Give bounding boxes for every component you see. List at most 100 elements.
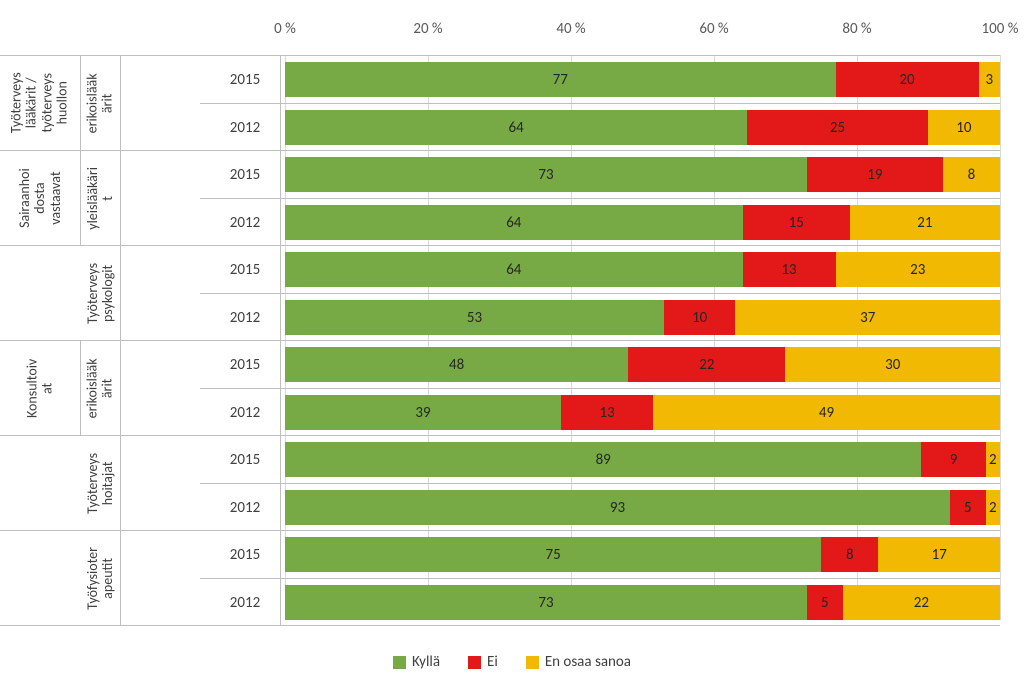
group-label: erikoislääkärit (80, 341, 121, 435)
year-row: 2015641323 (200, 246, 1000, 293)
group-label-text: yleislääkärit (85, 167, 116, 230)
row-separator (280, 436, 281, 483)
year-rows: 20156413232012531037 (200, 246, 1000, 341)
group-label: Työterveyshoitajat (80, 436, 121, 530)
x-axis-label: 60 % (699, 20, 728, 38)
year-row: 2015482230 (200, 341, 1000, 388)
bar-segment-ei: 13 (561, 395, 653, 430)
year-label: 2012 (210, 104, 280, 151)
legend-item: Ei (468, 653, 498, 671)
bar-segment-eos: 3 (979, 62, 1000, 97)
bar-track: 641323 (285, 252, 1000, 287)
stacked-bar-chart: 0 %20 %40 %60 %80 %100 % Työterveyslääkä… (0, 0, 1024, 681)
row-separator (280, 151, 281, 198)
group-label-text: Työfysioterapeutit (85, 547, 116, 610)
bar-track: 642510 (285, 110, 1000, 145)
group-block: Konsultoivaterikoislääkärit2015482230201… (0, 340, 1000, 435)
year-label: 2012 (210, 389, 280, 436)
year-row: 201577203 (200, 56, 1000, 103)
group-label-text: Sairaanhoidostavastaavat (17, 168, 63, 228)
bar-track: 9352 (285, 490, 1000, 525)
gridline (1000, 55, 1001, 620)
row-separator (280, 531, 281, 578)
year-row: 2012641521 (200, 198, 1000, 246)
year-row: 20158992 (200, 436, 1000, 483)
x-axis-label: 20 % (413, 20, 442, 38)
group-label: Konsultoivat (0, 341, 81, 435)
x-axis-label: 80 % (842, 20, 871, 38)
bar-segment-kylla: 73 (285, 157, 807, 192)
bar-segment-ei: 15 (743, 205, 850, 240)
legend-label: Kyllä (412, 653, 440, 671)
group-label: erikoislääkärit (80, 56, 121, 150)
row-separator (280, 579, 281, 626)
group-block: Työterveyslääkärit /työterveyshuollon eri… (0, 55, 1000, 150)
year-row: 2012531037 (200, 293, 1000, 341)
row-separator (280, 484, 281, 531)
bar-segment-kylla: 64 (285, 252, 743, 287)
year-label: 2015 (210, 341, 280, 388)
row-separator (280, 341, 281, 388)
group-label-text: erikoislääkärit (85, 358, 116, 418)
row-separator (280, 104, 281, 151)
legend-item: Kyllä (393, 653, 440, 671)
legend-item: En osaa sanoa (526, 653, 631, 671)
legend-swatch (526, 656, 539, 669)
bar-segment-kylla: 75 (285, 537, 821, 572)
bar-segment-kylla: 53 (285, 300, 664, 335)
bar-segment-ei: 13 (743, 252, 836, 287)
group-label: Sairaanhoidostavastaavat (0, 151, 81, 245)
row-separator (280, 389, 281, 436)
bar-track: 73522 (285, 585, 1000, 620)
bar-segment-ei: 9 (921, 442, 985, 477)
group-label: Työterveyspsykologit (80, 246, 121, 340)
bar-segment-ei: 5 (807, 585, 843, 620)
year-row: 2012642510 (200, 103, 1000, 151)
year-row: 201273522 (200, 578, 1000, 626)
year-row: 201573198 (200, 151, 1000, 198)
year-rows: 20154822302012391349 (200, 341, 1000, 436)
year-label: 2015 (210, 436, 280, 483)
group-block: Työterveyspsykologit 20156413232012531037 (0, 245, 1000, 340)
bar-segment-kylla: 93 (285, 490, 950, 525)
bar-segment-eos: 23 (836, 252, 1000, 287)
bar-track: 641521 (285, 205, 1000, 240)
bar-segment-eos: 8 (943, 157, 1000, 192)
year-row: 2012391349 (200, 388, 1000, 436)
group-block: Sairaanhoidostavastaavat yleislääkärit 201… (0, 150, 1000, 245)
bar-segment-kylla: 77 (285, 62, 836, 97)
bar-track: 8992 (285, 442, 1000, 477)
bar-track: 482230 (285, 347, 1000, 382)
legend-swatch (393, 656, 406, 669)
year-label: 2012 (210, 294, 280, 341)
bar-segment-eos: 37 (735, 300, 1000, 335)
year-rows: 2015731982012641521 (200, 151, 1000, 246)
group-label-text: erikoislääkärit (85, 73, 116, 133)
year-row: 20129352 (200, 483, 1000, 531)
x-axis-label: 40 % (556, 20, 585, 38)
bar-segment-kylla: 64 (285, 110, 747, 145)
bar-segment-ei: 22 (628, 347, 785, 382)
bar-segment-eos: 22 (843, 585, 1000, 620)
bar-segment-ei: 5 (950, 490, 986, 525)
row-separator (280, 56, 281, 103)
bar-segment-ei: 19 (807, 157, 943, 192)
group-label: yleislääkärit (80, 151, 121, 245)
bar-track: 391349 (285, 395, 1000, 430)
chart-rows: Työterveyslääkärit /työterveyshuollon eri… (0, 55, 1000, 626)
year-rows: 2015772032012642510 (200, 56, 1000, 151)
year-rows: 2015899220129352 (200, 436, 1000, 531)
legend-label: En osaa sanoa (545, 653, 631, 671)
bar-segment-eos: 10 (928, 110, 1000, 145)
x-axis-label: 100 % (982, 20, 1019, 38)
group-label: Työfysioterapeutit (80, 531, 121, 625)
bar-segment-ei: 25 (747, 110, 928, 145)
year-label: 2012 (210, 579, 280, 626)
group-label-text: Työterveyslääkärit /työterveyshuollon (9, 72, 71, 133)
bar-track: 77203 (285, 62, 1000, 97)
bar-track: 531037 (285, 300, 1000, 335)
bar-segment-eos: 30 (785, 347, 1000, 382)
group-block: Työfysioterapeutit201575817201273522 (0, 530, 1000, 626)
group-label: Työterveyslääkärit /työterveyshuollon (0, 56, 81, 150)
bar-segment-eos: 49 (653, 395, 1000, 430)
